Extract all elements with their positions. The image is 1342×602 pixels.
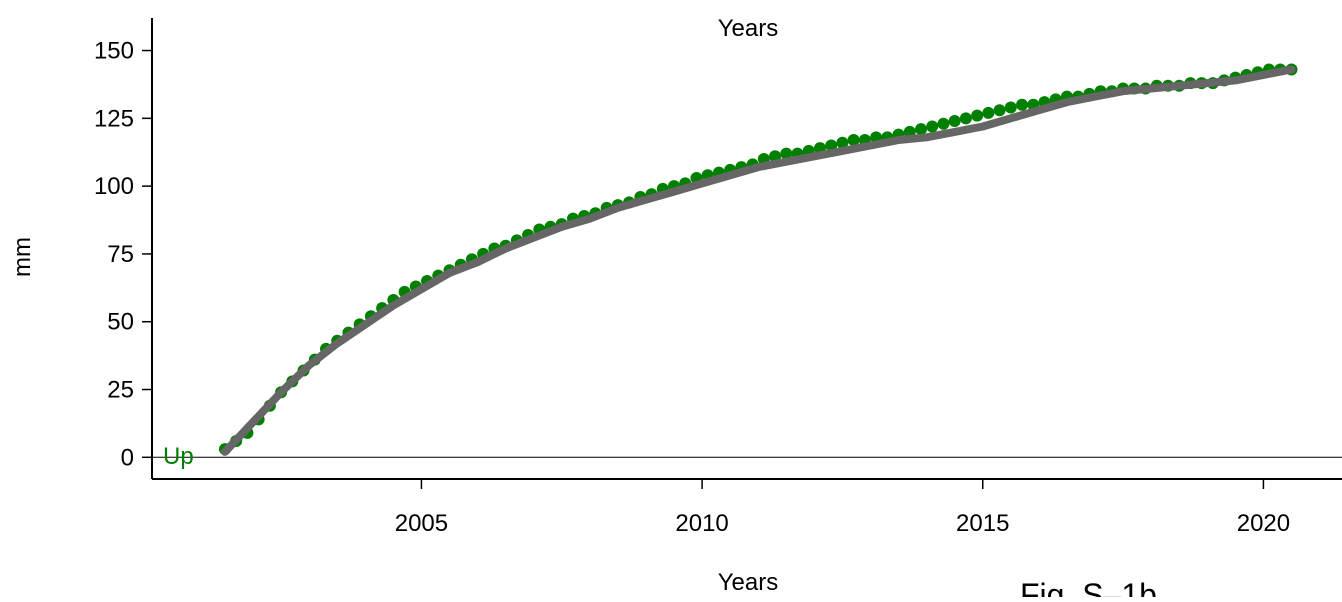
- x-tick-label: 2015: [956, 510, 1009, 537]
- x-tick-label: 2010: [675, 510, 728, 537]
- y-tick-label: 150: [94, 38, 134, 65]
- data-point: [959, 112, 972, 125]
- y-axis-label: mm: [9, 237, 36, 277]
- x-axis-label: Years: [718, 569, 779, 596]
- y-ticks: 0 25 50 75 100 125 150: [94, 38, 152, 471]
- data-point: [993, 104, 1006, 117]
- data-point: [1016, 98, 1029, 111]
- data-point: [937, 117, 950, 130]
- y-tick-label: 25: [107, 377, 134, 404]
- y-tick-label: 125: [94, 105, 134, 132]
- data-point: [836, 136, 849, 149]
- x-tick-label: 2005: [395, 510, 448, 537]
- data-point: [971, 109, 984, 122]
- y-tick-label: 0: [121, 444, 134, 471]
- y-tick-label: 100: [94, 173, 134, 200]
- data-point: [982, 106, 995, 119]
- y-tick-label: 50: [107, 309, 134, 336]
- trend-line: [221, 65, 1296, 456]
- up-annotation: Up: [163, 443, 194, 470]
- data-point: [780, 147, 793, 160]
- data-point: [926, 120, 939, 133]
- chart-title: Years: [718, 15, 779, 42]
- x-tick-label: 2020: [1237, 510, 1290, 537]
- y-tick-label: 75: [107, 241, 134, 268]
- data-point: [1004, 101, 1017, 114]
- data-point: [847, 134, 860, 147]
- figure-label: Fig. S–1b: [1020, 577, 1157, 597]
- data-point: [948, 115, 961, 128]
- data-point: [915, 123, 928, 136]
- data-points: [218, 63, 1298, 456]
- x-ticks: 2005 2010 2015 2020: [395, 479, 1290, 537]
